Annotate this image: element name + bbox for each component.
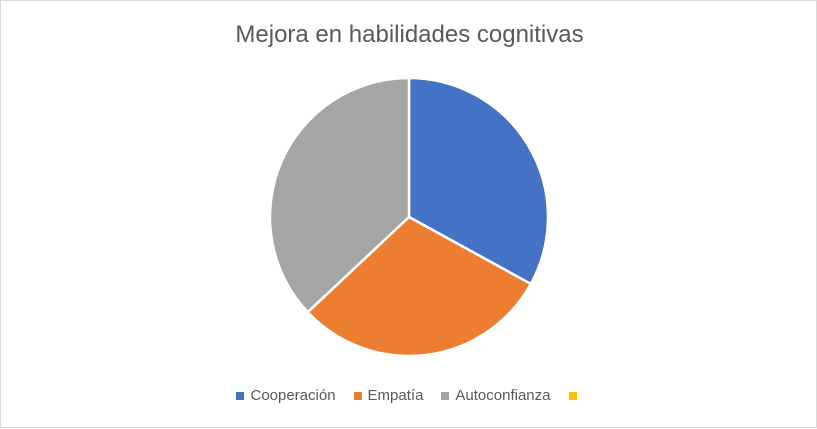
legend-swatch — [353, 391, 362, 400]
legend-label: Autoconfianza — [455, 387, 551, 404]
legend-item: Empatía — [353, 387, 424, 404]
chart-title: Mejora en habilidades cognitivas — [235, 21, 584, 48]
legend-swatch — [568, 391, 577, 400]
legend-swatch — [441, 391, 450, 400]
legend-item: Autoconfianza — [441, 387, 551, 404]
legend-item: Cooperación — [236, 387, 336, 404]
legend-item — [568, 391, 583, 400]
pie-slice-empatía — [306, 215, 533, 358]
legend-swatch — [236, 391, 245, 400]
legend-label: Cooperación — [250, 387, 336, 404]
legend: Cooperación Empatía Autoconfianza — [1, 387, 817, 404]
pie-slice-cooperación — [407, 76, 550, 286]
pie-slice-autoconfianza — [268, 76, 411, 314]
legend-label: Empatía — [367, 387, 424, 404]
